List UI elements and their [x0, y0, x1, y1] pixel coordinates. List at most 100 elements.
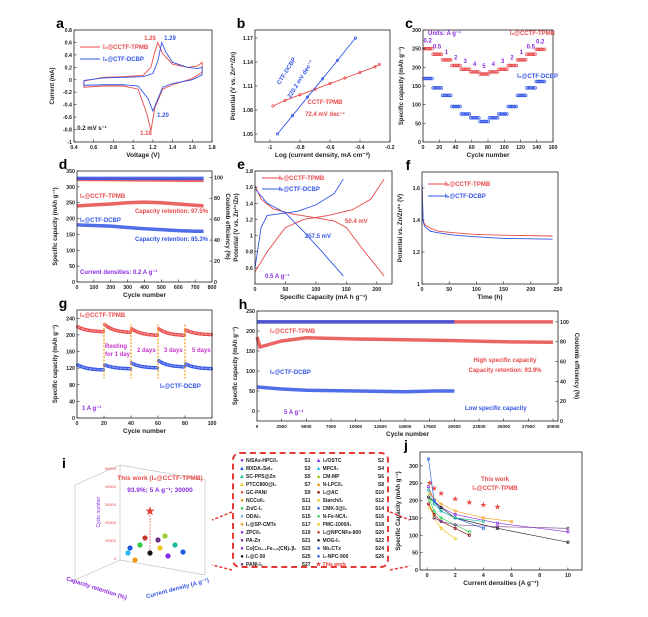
legend-label: MOG-I₂: [322, 538, 340, 544]
panel-label-e: e: [237, 156, 245, 172]
annotation-text: 1.20: [157, 113, 169, 119]
data-point-g: [181, 333, 185, 337]
y-tick-label: 1.2: [246, 217, 253, 223]
data-point-j: [426, 488, 431, 492]
data-point-c: [436, 86, 440, 90]
data-point-c: [505, 112, 509, 116]
x-tick-label: 20: [101, 421, 107, 427]
legend-item: ● PMC-1000/I₂ S18: [315, 521, 384, 529]
y-tick-label: 1.2: [413, 250, 420, 256]
data-point-c: [514, 104, 519, 109]
plot-frame: [421, 171, 559, 285]
panel-d: d0 100 200 300 400 500 600 700 80005010015020025…: [52, 156, 230, 299]
data-point-c: [462, 112, 467, 116]
x-tick-label: 80: [485, 145, 491, 151]
data-point-j: [439, 516, 443, 520]
series-line-j-7: [428, 490, 484, 522]
data-point-star: ★: [480, 500, 487, 509]
legend-marker-icon: ▲: [315, 458, 322, 464]
annotation-text: CTF-DCBP: [276, 57, 297, 86]
data-point-c: [470, 115, 475, 120]
y-tick-label: 250: [246, 309, 255, 315]
data-point-c: [455, 104, 459, 109]
annotation-text: Low specific capacity: [465, 406, 527, 412]
data-point-c: [458, 104, 462, 109]
x-axis-label: Log (current density, mA cm⁻²): [275, 152, 370, 159]
data-point-c: [489, 70, 493, 74]
series-line-j-8: [429, 493, 512, 522]
legend-marker-icon: ●: [240, 506, 244, 512]
legend-item: ● I₂-NPC-900 S26: [315, 553, 384, 561]
panel-label-g: g: [59, 295, 68, 311]
legend-ref: S7: [304, 482, 311, 488]
data-point-c: [428, 46, 433, 51]
series-group: [422, 46, 547, 124]
x-tick-label: 0: [422, 145, 425, 151]
axis-3d: [74, 559, 121, 581]
legend-label: PA-Zn: [246, 538, 261, 544]
plot-frame: [419, 451, 583, 571]
data-point-c: [501, 67, 506, 71]
data-point-c: [512, 104, 517, 109]
data-point-c: [464, 112, 468, 116]
data-point-c: [489, 115, 493, 120]
data-point-c: [515, 93, 520, 98]
legend-label: CMK-3@I₂: [322, 506, 347, 512]
data-point-c: [448, 93, 453, 98]
y-tick-label: 1.08: [243, 108, 253, 114]
data-point-c: [501, 112, 506, 116]
legend-label: MPC/I₂: [322, 466, 339, 472]
data-point-g: [182, 365, 187, 369]
legend-ref: S16: [375, 514, 384, 520]
literature-point: [155, 537, 161, 543]
y-tick-label: 1.6: [413, 186, 420, 192]
data-point-c: [478, 119, 482, 124]
x-tick-label: -0.2: [385, 145, 394, 151]
legend-label: I₂-NPC-900: [322, 554, 349, 560]
plot-frame: [256, 310, 559, 422]
y-axis-label: Specific capacity (mAh g⁻¹): [232, 327, 239, 405]
annotation-text: 1 A g⁻¹: [82, 405, 101, 412]
legend-ref: S21: [301, 538, 311, 544]
x-tick-label: 22500: [473, 424, 486, 429]
data-point-c: [464, 67, 468, 71]
y2-tick-label: 0: [560, 419, 563, 425]
y-tick-label: 160: [66, 350, 75, 356]
series-group: [255, 320, 554, 394]
data-point-c: [470, 70, 475, 74]
legend-label: I₂@C-50: [246, 554, 266, 560]
legend-label: PTCC800@I₂: [246, 482, 277, 488]
data-point-c: [468, 115, 473, 120]
data-point-j: [467, 530, 471, 534]
data-point-g: [209, 332, 214, 337]
data-point-c: [539, 79, 543, 84]
data-point-c: [439, 52, 444, 57]
legend-marker-icon: ●: [240, 498, 244, 504]
legend-item: ● Co[Co₀.₁Fe₀.₉(CN)₆]I₂ S23: [238, 545, 310, 553]
data-point-c: [468, 70, 473, 74]
y-tick-label: -0.8: [63, 128, 72, 134]
x-tick-label: 0.6: [90, 145, 97, 151]
axis-label-current: Current density (A g⁻¹): [145, 577, 209, 600]
data-point-c: [517, 58, 521, 62]
x-tick-label: 120: [516, 145, 525, 151]
data-point-c: [456, 63, 461, 68]
data-point-c: [526, 52, 531, 57]
y-tick-label: 100: [246, 369, 255, 375]
data-point-c: [453, 63, 457, 68]
annotation-text: I₂@CTF-DCBP: [103, 57, 144, 63]
data-point-c: [503, 67, 508, 71]
y-tick-label: 0.6: [246, 266, 253, 272]
data-point-c: [425, 46, 429, 51]
data-point-c: [533, 86, 537, 90]
y-tick-label: 0.6: [65, 40, 72, 46]
annotation-text: I₂@CCTF-TPMB: [472, 486, 518, 492]
data-point-c: [531, 52, 536, 57]
annotation-text: I₂@CCTF-TPMB: [279, 176, 325, 182]
legend-item: ● I₂@AC S10: [315, 489, 384, 497]
legend-item: ● MOG-I₂ S22: [315, 537, 384, 545]
data-point-c: [506, 104, 510, 109]
data-point-c: [498, 67, 503, 71]
y-tick-label: 150: [409, 516, 418, 522]
x-tick-label: 2: [454, 573, 457, 579]
